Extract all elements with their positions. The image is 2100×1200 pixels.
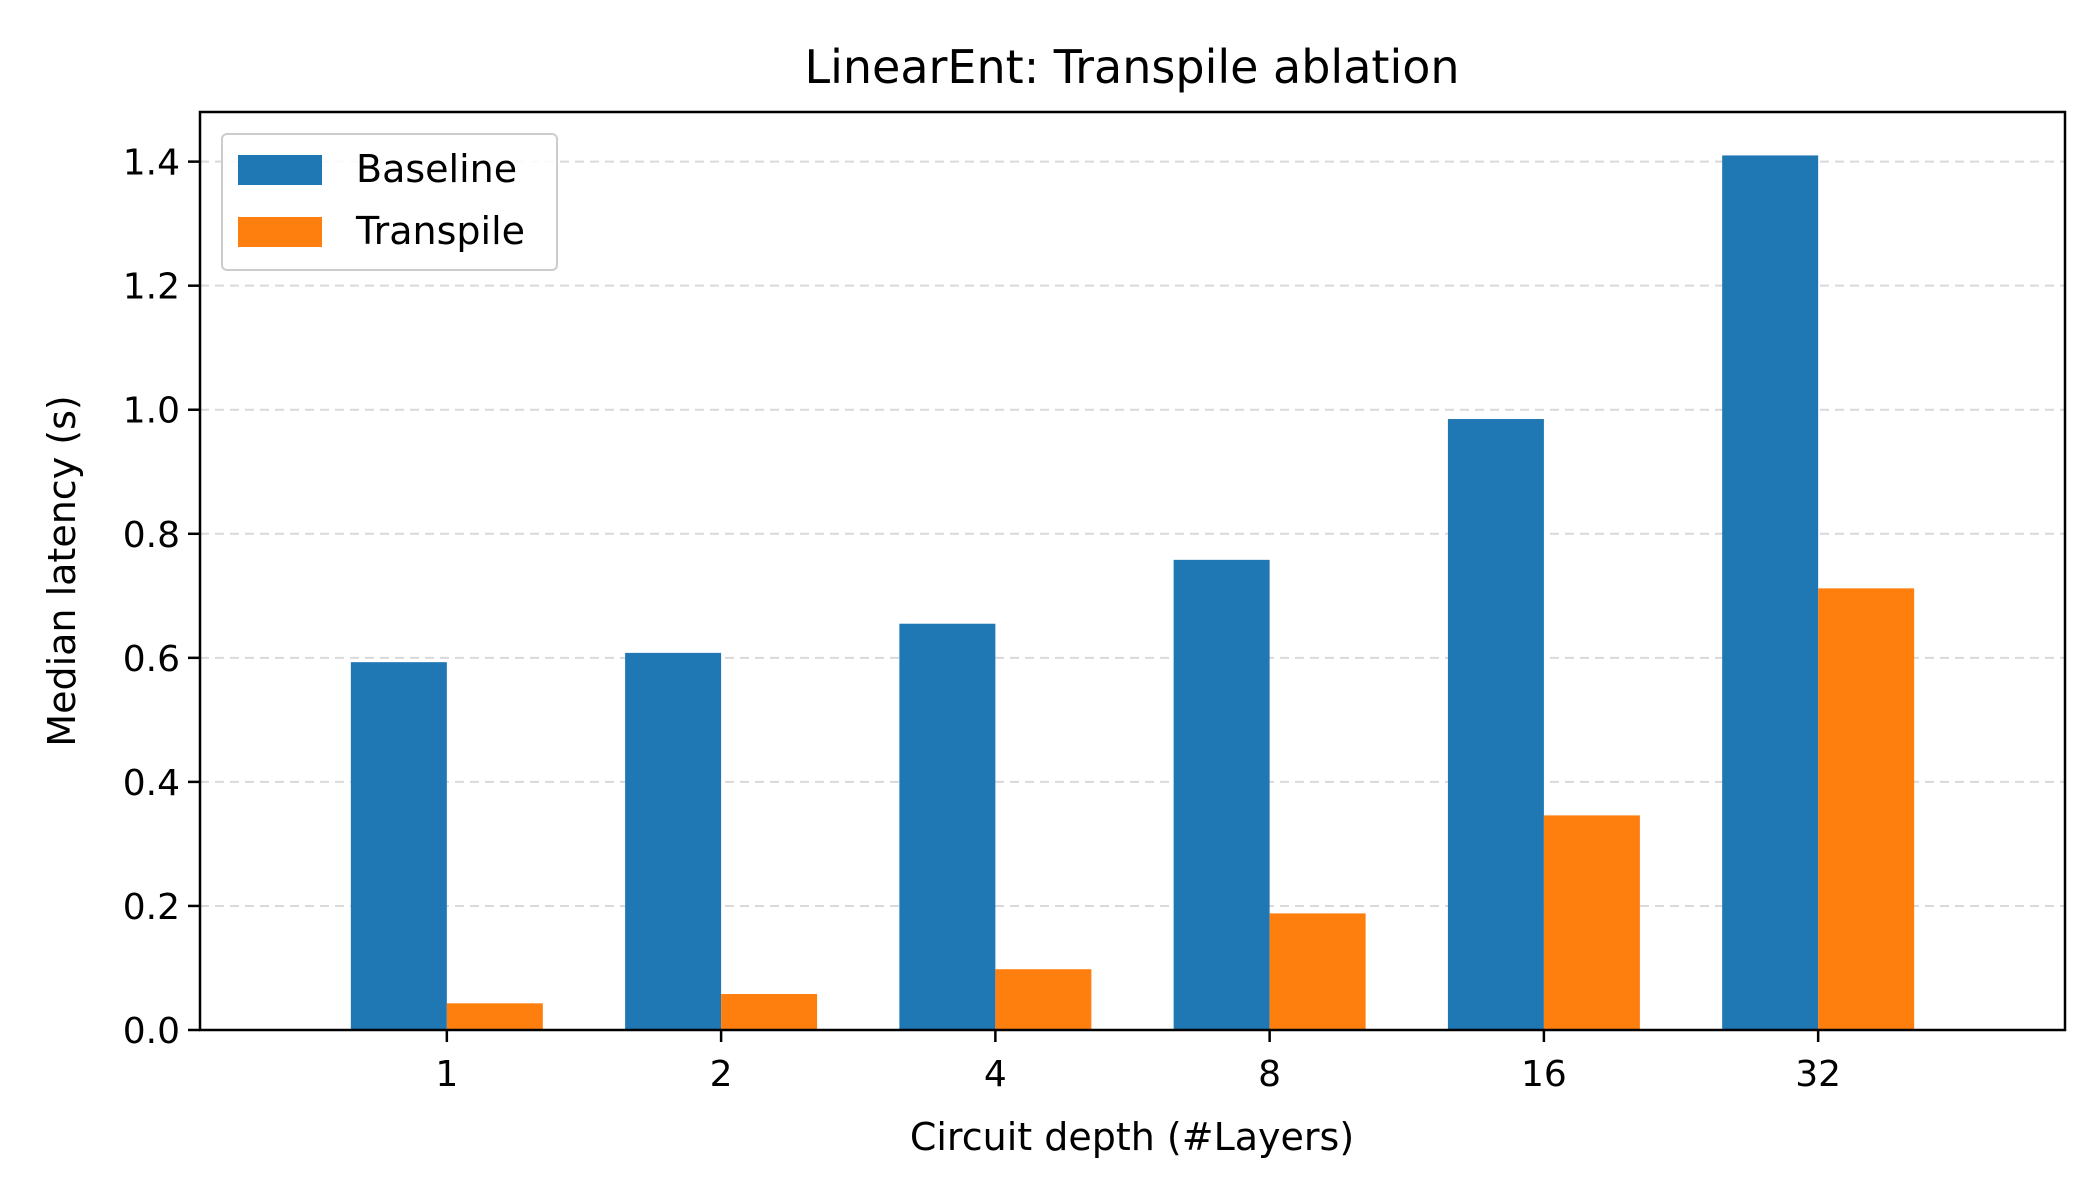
bar-baseline-16 — [1447, 419, 1544, 1030]
y-tick-label: 0.8 — [123, 515, 180, 556]
legend: Baseline Transpile — [221, 133, 558, 271]
y-tick-label: 0.2 — [123, 887, 180, 928]
chart-title: LinearEnt: Transpile ablation — [804, 40, 1459, 94]
bar-transpile-2 — [721, 994, 818, 1030]
legend-swatch-baseline — [238, 155, 322, 185]
x-tick-label: 1 — [435, 1054, 458, 1095]
y-axis-ticks: 0.0 0.2 0.4 0.6 0.8 1.0 1.2 1.4 — [123, 143, 200, 1052]
legend-swatch-transpile — [238, 217, 322, 247]
y-tick-label: 1.0 — [123, 391, 180, 432]
x-tick-label: 32 — [1795, 1054, 1841, 1095]
legend-label-baseline: Baseline — [356, 147, 517, 191]
bar-transpile-16 — [1543, 815, 1640, 1030]
bar-baseline-4 — [899, 623, 996, 1030]
bar-baseline-2 — [625, 652, 722, 1030]
x-tick-label: 8 — [1258, 1054, 1281, 1095]
x-axis-label: Circuit depth (#Layers) — [910, 1115, 1354, 1159]
legend-label-transpile: Transpile — [355, 209, 525, 253]
x-tick-label: 4 — [984, 1054, 1007, 1095]
y-tick-label: 0.4 — [123, 763, 180, 804]
bar-transpile-8 — [1269, 913, 1366, 1030]
gridlines — [200, 160, 2065, 907]
bar-baseline-32 — [1722, 155, 1819, 1030]
y-axis-label: Median latency (s) — [40, 395, 84, 746]
plot-frame — [198, 110, 2067, 1032]
x-tick-label: 2 — [710, 1054, 733, 1095]
bars — [350, 155, 1915, 1030]
bar-baseline-8 — [1173, 559, 1270, 1030]
x-axis-ticks: 1 2 4 8 16 32 — [435, 1030, 1841, 1095]
y-tick-label: 1.2 — [123, 267, 180, 308]
y-tick-label: 0.0 — [123, 1011, 180, 1052]
bar-transpile-4 — [995, 969, 1092, 1030]
y-tick-label: 1.4 — [123, 143, 180, 184]
bar-transpile-1 — [446, 1003, 543, 1030]
x-tick-label: 16 — [1521, 1054, 1567, 1095]
bar-baseline-1 — [350, 662, 447, 1030]
bar-transpile-32 — [1818, 588, 1915, 1030]
y-tick-label: 0.6 — [123, 639, 180, 680]
